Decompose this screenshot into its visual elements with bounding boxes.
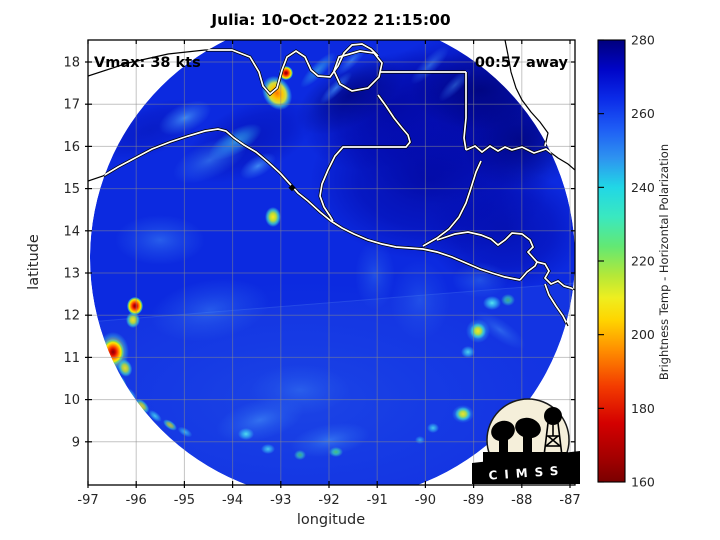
x-tick-label: -93	[270, 493, 291, 508]
hotspot-red-west	[127, 297, 143, 315]
logo-banner	[472, 451, 580, 484]
y-tick-label: 10	[63, 393, 80, 408]
y-tick-labels: 9 10 11 12 13 14 15 16 17 18	[63, 56, 80, 451]
time-away-annotation: 00:57 away	[475, 55, 569, 71]
y-tick-label: 17	[63, 98, 80, 113]
x-tick-label: -96	[126, 493, 147, 508]
colorbar-tick-label: 180	[631, 401, 655, 416]
water-tower-icon	[544, 407, 562, 425]
colorbar-tick-labels: 160 180 200 220 240 260 280	[631, 33, 655, 490]
x-tick-label: -90	[415, 493, 436, 508]
plot-title: Julia: 10-Oct-2022 21:15:00	[210, 11, 451, 29]
colorbar: 160 180 200 220 240 260 280 Brightness Temp - …	[597, 33, 671, 490]
colorbar-tick-label: 160	[631, 475, 655, 490]
y-tick-label: 13	[63, 267, 80, 282]
coastline-inside	[90, 40, 575, 328]
y-tick-label: 11	[63, 351, 80, 366]
colorbar-tick-label: 240	[631, 180, 655, 195]
colorbar-tick-marks	[598, 39, 604, 483]
cimss-logo: CIMSS	[472, 398, 580, 484]
colorbar-tick-label: 280	[631, 33, 655, 48]
x-tick-label: -95	[174, 493, 195, 508]
x-tick-label: -87	[559, 493, 580, 508]
x-tick-label: -94	[222, 493, 243, 508]
hotspot-yellow-east	[470, 323, 486, 339]
x-tick-label: -88	[511, 493, 532, 508]
hotspot-yellow-southeast	[455, 407, 471, 421]
x-tick-label: -91	[367, 493, 388, 508]
y-axis-label: latitude	[26, 234, 42, 290]
x-tick-label: -92	[318, 493, 339, 508]
x-tick-label: -97	[77, 493, 98, 508]
y-tick-label: 12	[63, 309, 80, 324]
hotspot-yellow-center	[265, 207, 281, 227]
brightness-temp-field	[90, 40, 575, 485]
y-tick-label: 16	[63, 140, 80, 155]
x-tick-label: -89	[463, 493, 484, 508]
y-tick-label: 18	[63, 56, 80, 71]
x-tick-labels: -97 -96 -95 -94 -93 -92 -91 -90 -89 -88 -87	[77, 493, 580, 508]
colorbar-tick-label: 260	[631, 106, 655, 121]
vmax-annotation: Vmax: 38 kts	[94, 55, 201, 71]
plot-border	[87, 39, 576, 486]
city-marker	[288, 184, 296, 192]
hotspot-orange-north	[261, 75, 293, 111]
colorbar-label: Brightness Temp - Horizontal Polarizatio…	[657, 144, 671, 380]
axis-tick-marks	[85, 40, 575, 488]
y-tick-label: 15	[63, 182, 80, 197]
colorbar-tick-label: 200	[631, 327, 655, 342]
y-tick-label: 9	[72, 435, 80, 450]
x-axis-label: longitude	[297, 512, 365, 528]
y-tick-label: 14	[63, 224, 80, 239]
colorbar-tick-label: 220	[631, 254, 655, 269]
grid-lines	[88, 40, 575, 485]
logo-text: CIMSS	[488, 463, 566, 482]
